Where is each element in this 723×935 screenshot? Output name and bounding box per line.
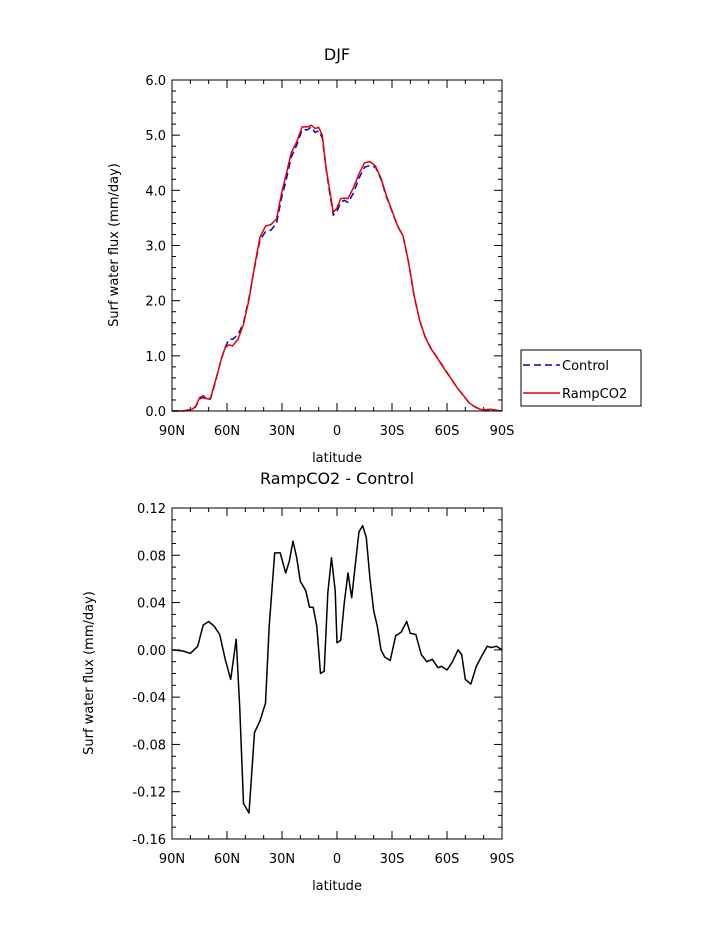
x-tick-label: 30N [269, 424, 295, 439]
x-tick-label: 60N [214, 424, 240, 439]
bottom-chart-title: RampCO2 - Control [260, 469, 414, 488]
top-plot-frame [171, 79, 503, 412]
bottom-y-tick-labels: -0.16 -0.12 -0.08 -0.04 0.00 0.04 0.08 0.12 [132, 502, 166, 848]
y-tick-label: -0.04 [132, 691, 166, 706]
y-tick-label: 4.0 [145, 184, 166, 199]
legend-box [520, 349, 642, 407]
legend-label-rampco2: RampCO2 [562, 387, 627, 402]
y-tick-label: 2.0 [145, 295, 166, 310]
y-tick-label: 1.0 [145, 350, 166, 365]
x-tick-label: 60S [435, 424, 460, 439]
y-tick-label: -0.12 [132, 786, 166, 801]
top-y-axis-label: Surf water flux (mm/day) [107, 163, 122, 327]
bottom-plot-frame [171, 507, 503, 840]
x-tick-label: 90S [490, 424, 515, 439]
y-tick-label: 0.00 [137, 644, 166, 659]
y-tick-label: 6.0 [145, 74, 166, 89]
x-tick-label: 30S [380, 852, 405, 867]
bottom-series-group [171, 524, 503, 814]
x-tick-label: 0 [333, 852, 341, 867]
x-tick-label: 90N [159, 424, 185, 439]
x-tick-label: 30N [269, 852, 295, 867]
bottom-x-tick-labels: 90N 60N 30N 0 30S 60S 90S [159, 852, 515, 867]
legend-label-control: Control [562, 359, 609, 374]
series-line-rampco2 [172, 124, 503, 412]
x-tick-label: 60N [214, 852, 240, 867]
bottom-tick-marks [171, 507, 503, 840]
y-tick-label: -0.16 [132, 833, 166, 848]
y-tick-label: 5.0 [145, 129, 166, 144]
series-line-control [172, 126, 503, 412]
x-tick-label: 90S [490, 852, 515, 867]
top-y-tick-labels: 0.0 1.0 2.0 3.0 4.0 5.0 6.0 [145, 74, 166, 420]
top-panel: DJF 90N 60N 30N 0 30S 60S 90S 0.0 1.0 2.0 3.0 4.0 5… [107, 45, 642, 466]
y-tick-label: 0.12 [137, 502, 166, 517]
legend: Control RampCO2 [520, 349, 642, 407]
bottom-x-axis-label: latitude [312, 879, 362, 894]
x-tick-label: 90N [159, 852, 185, 867]
y-tick-label: 0.08 [137, 549, 166, 564]
top-series-group [172, 124, 503, 412]
y-tick-label: 0.0 [145, 405, 166, 420]
y-tick-label: 3.0 [145, 240, 166, 255]
top-x-axis-label: latitude [312, 451, 362, 466]
top-chart-title: DJF [324, 45, 350, 64]
series-line-difference-0 [171, 524, 503, 814]
top-tick-marks [171, 79, 503, 412]
top-x-tick-labels: 90N 60N 30N 0 30S 60S 90S [159, 424, 515, 439]
x-tick-label: 60S [435, 852, 460, 867]
bottom-panel: RampCO2 - Control 90N 60N 30N 0 30S 60S 90S -0… [82, 469, 514, 894]
x-tick-label: 0 [333, 424, 341, 439]
bottom-y-axis-label: Surf water flux (mm/day) [82, 591, 97, 755]
y-tick-label: -0.08 [132, 738, 166, 753]
y-tick-label: 0.04 [137, 597, 166, 612]
x-tick-label: 30S [380, 424, 405, 439]
